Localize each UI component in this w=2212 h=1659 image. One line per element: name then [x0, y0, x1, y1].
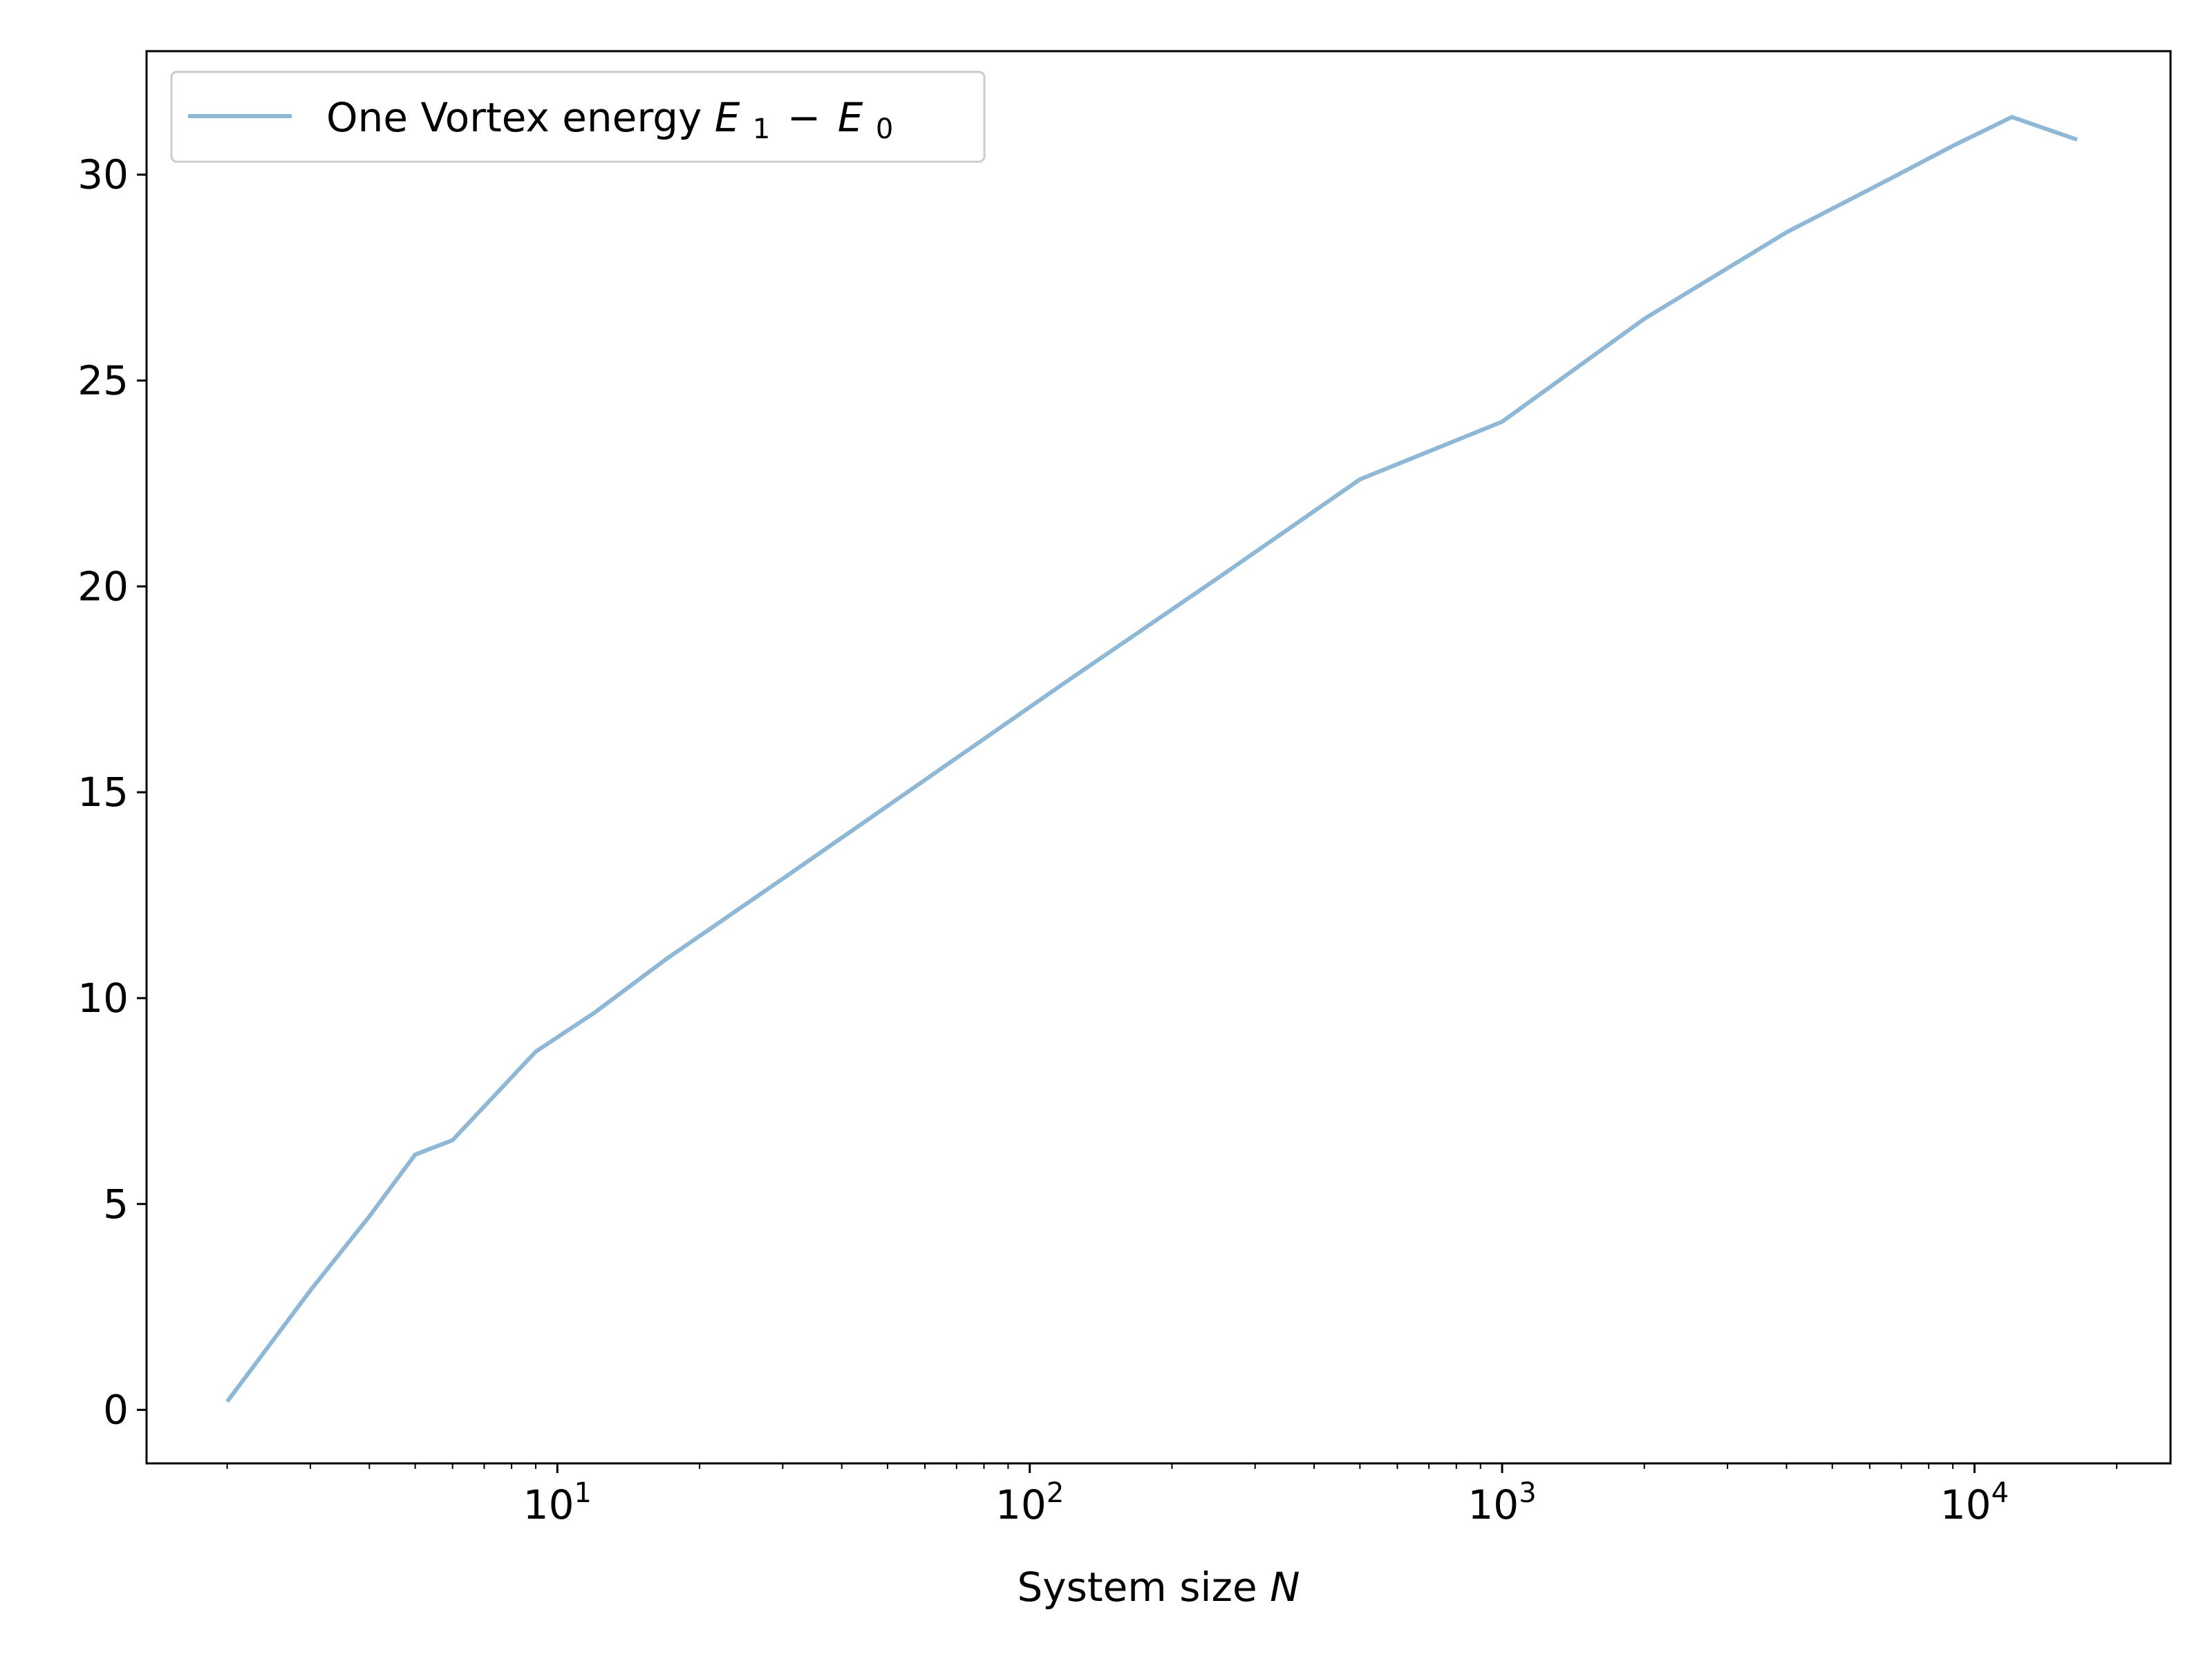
legend-label-text: One Vortex energy [326, 94, 715, 141]
legend-math-sub2: 0 [876, 113, 893, 145]
x-tick-label-exponent: 3 [1519, 1477, 1536, 1509]
legend-math-e1: E [715, 94, 740, 141]
x-tick-label: 102 [995, 1477, 1064, 1528]
y-tick-label: 0 [103, 1387, 129, 1434]
legend: One Vortex energy E 1 − E 0 [170, 71, 986, 163]
x-tick-label-base: 10 [523, 1481, 574, 1528]
y-tick-label: 30 [77, 151, 129, 198]
y-tick-label: 10 [77, 975, 129, 1022]
x-axis-title-text: System size [1017, 1564, 1257, 1611]
legend-label: One Vortex energy E 1 − E 0 [326, 94, 893, 148]
y-tick-label: 15 [77, 769, 129, 816]
x-tick-label-exponent: 2 [1047, 1477, 1064, 1509]
x-tick-label-base: 10 [1468, 1481, 1519, 1528]
x-axis: 101 102 103 104 [226, 1463, 2118, 1528]
y-tick-label: 25 [77, 357, 129, 404]
x-axis-title: System size N [1017, 1564, 1300, 1611]
y-tick-label: 20 [77, 563, 129, 610]
legend-box [170, 71, 986, 163]
plot-frame [145, 50, 2172, 1465]
x-tick-label: 104 [1940, 1477, 2009, 1528]
y-tick-label: 5 [103, 1181, 129, 1228]
x-tick-label-base: 10 [995, 1481, 1047, 1528]
x-tick-label-exponent: 1 [574, 1477, 591, 1509]
x-tick-label-base: 10 [1940, 1481, 1991, 1528]
x-tick-label: 101 [523, 1477, 592, 1528]
x-tick-label: 103 [1468, 1477, 1536, 1528]
series-line [225, 115, 2078, 1403]
series-layer [225, 115, 2078, 1403]
x-axis-title-variable: N [1270, 1564, 1300, 1611]
legend-math-minus: − [787, 94, 821, 141]
legend-math-sub1: 1 [753, 113, 770, 145]
y-axis: 0 5 10 15 20 25 30 [77, 151, 147, 1434]
legend-math-e2: E [838, 94, 863, 141]
x-tick-label-exponent: 4 [1991, 1477, 2009, 1509]
